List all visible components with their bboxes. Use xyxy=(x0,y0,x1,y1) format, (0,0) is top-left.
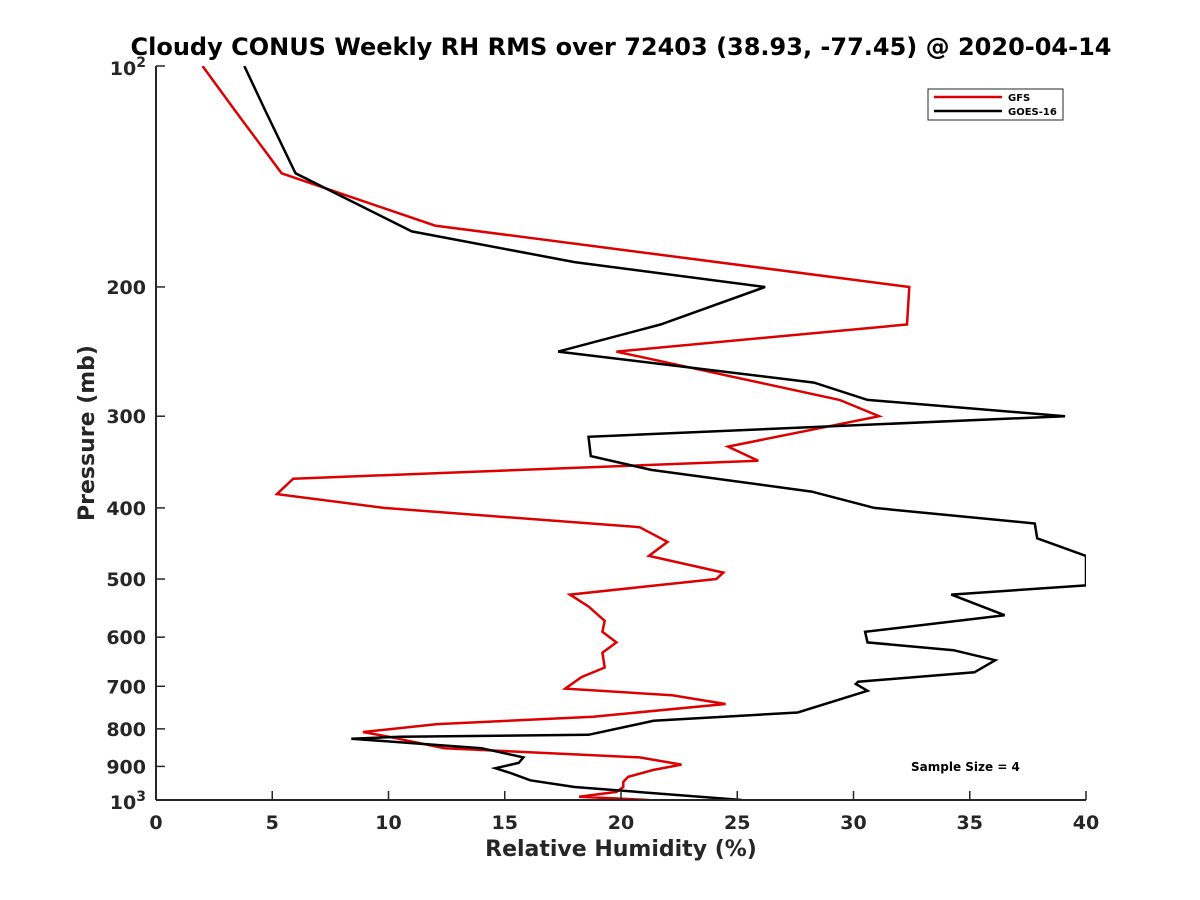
legend-box xyxy=(927,88,1064,121)
y-tick-label: 500 xyxy=(106,569,146,591)
y-tick-label-base: 10 xyxy=(110,792,136,814)
y-tick-label-exponent: 2 xyxy=(136,55,146,71)
legend-label-goes16: GOES-16 xyxy=(1008,107,1057,118)
y-tick-label: 900 xyxy=(106,756,146,778)
x-tick-label: 15 xyxy=(492,812,518,834)
x-tick-label: 30 xyxy=(840,812,866,834)
x-tick-label: 5 xyxy=(266,812,279,834)
y-tick-label: 800 xyxy=(106,719,146,741)
sample-size-annotation: Sample Size = 4 xyxy=(911,760,1020,774)
y-tick-label: 700 xyxy=(106,676,146,698)
y-tick-label: 600 xyxy=(106,627,146,649)
series-line-gfs xyxy=(201,66,911,800)
legend-label-gfs: GFS xyxy=(1008,93,1030,104)
y-tick-label: 102 xyxy=(110,55,146,80)
x-axis-label: Relative Humidity (%) xyxy=(485,837,757,862)
x-tick-label: 25 xyxy=(724,812,750,834)
series-line-goes16 xyxy=(243,66,1086,800)
y-axis-label: Pressure (mb) xyxy=(75,345,100,521)
y-tick-label: 200 xyxy=(106,277,146,299)
x-ticks: 0 5 10 15 20 25 30 35 40 xyxy=(149,791,1099,834)
y-tick-label: 103 xyxy=(110,789,146,814)
y-tick-label-exponent: 3 xyxy=(136,789,146,805)
x-tick-label: 0 xyxy=(149,812,162,834)
chart-title: Cloudy CONUS Weekly RH RMS over 72403 (3… xyxy=(131,33,1112,61)
y-tick-label-base: 10 xyxy=(110,58,136,80)
x-tick-label: 35 xyxy=(957,812,983,834)
series-group xyxy=(201,66,1086,800)
x-tick-label: 10 xyxy=(375,812,401,834)
y-tick-label: 400 xyxy=(106,498,146,520)
x-tick-label: 20 xyxy=(608,812,634,834)
y-tick-label: 300 xyxy=(106,406,146,428)
legend: GFS GOES-16 xyxy=(927,88,1064,121)
x-tick-label: 40 xyxy=(1073,812,1099,834)
